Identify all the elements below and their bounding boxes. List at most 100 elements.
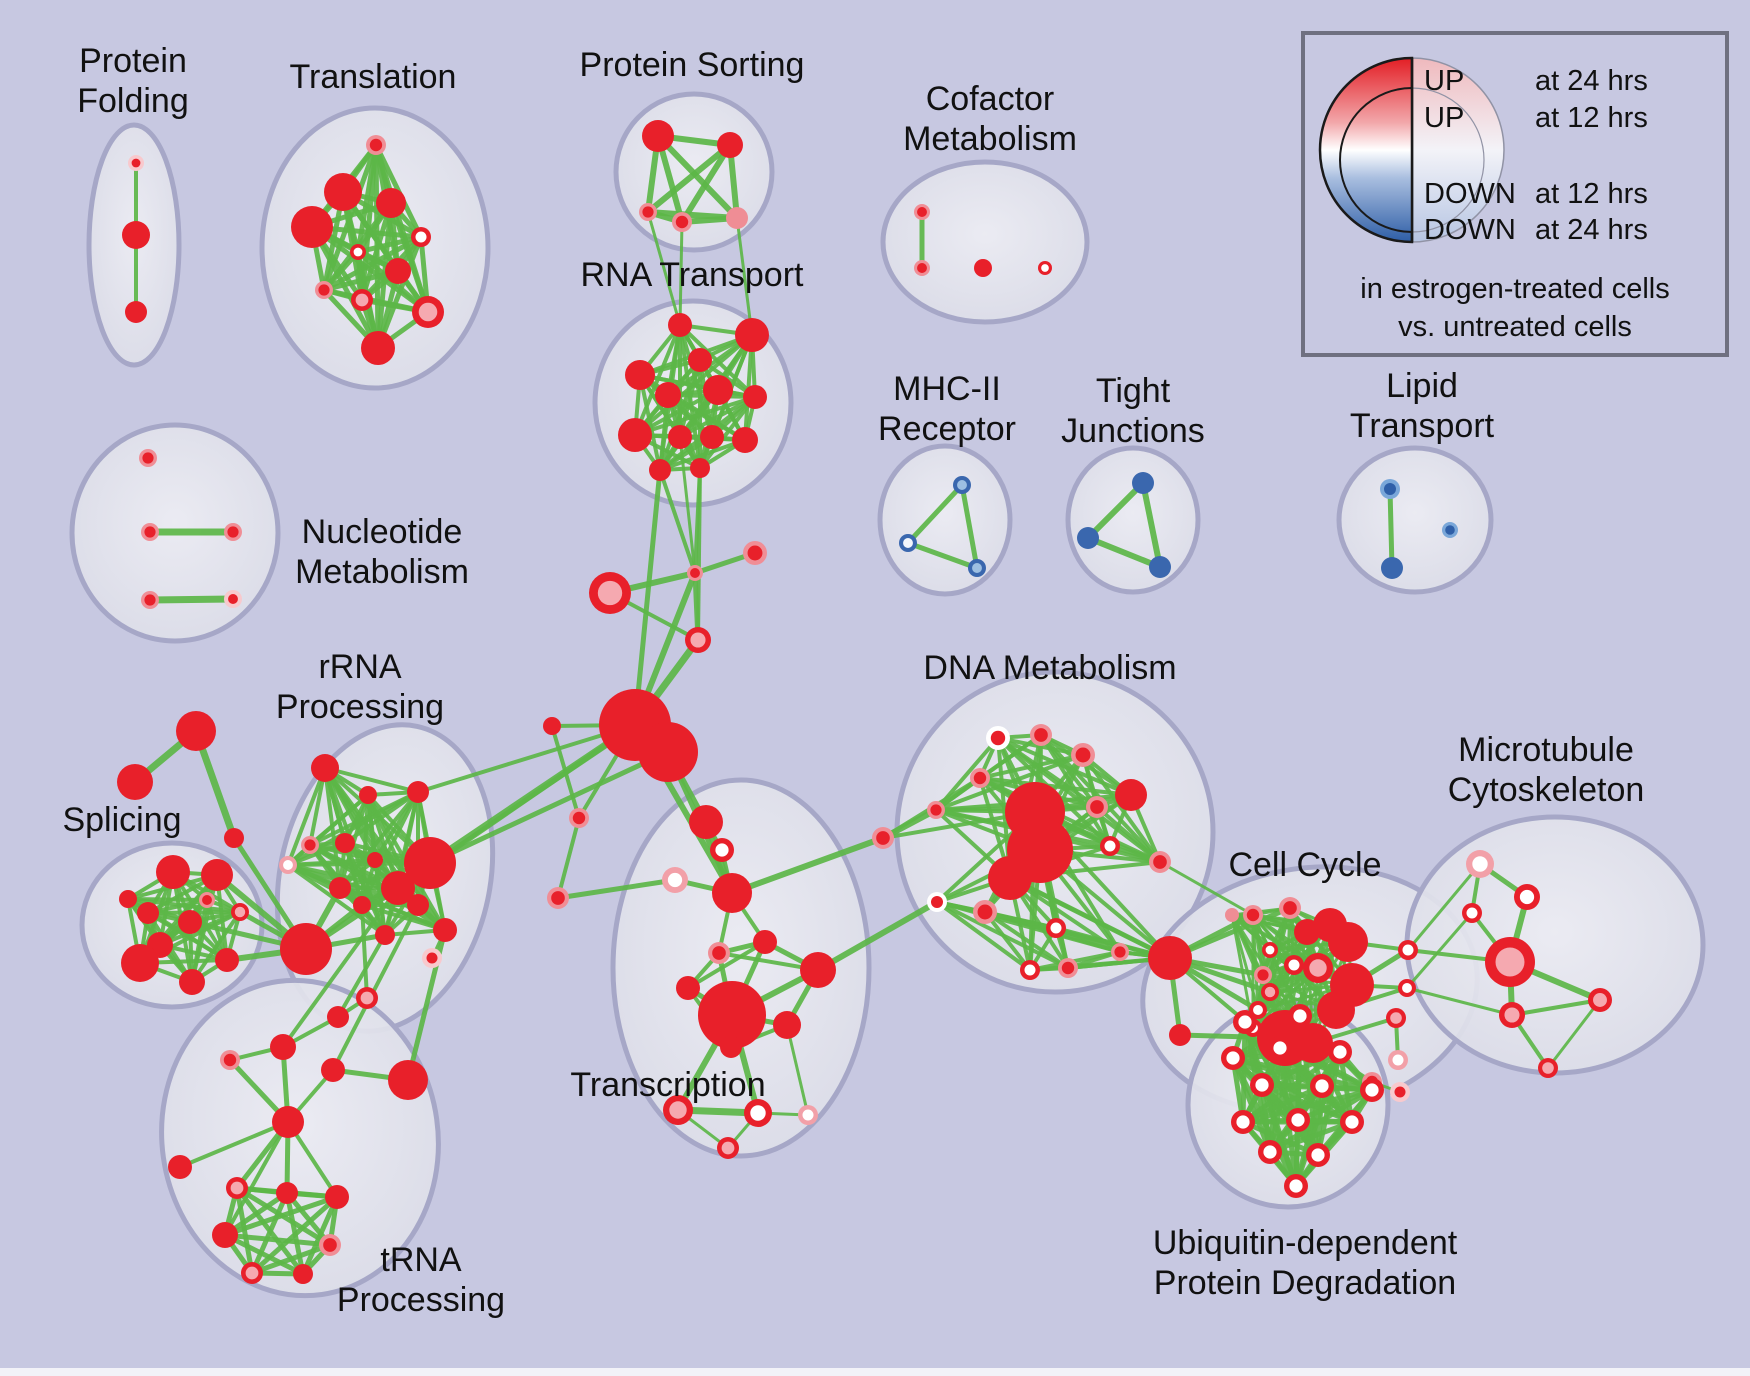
node-tl1[interactable] <box>366 135 386 155</box>
node-dn16[interactable] <box>1058 958 1078 978</box>
node-ub8[interactable] <box>1360 1078 1384 1102</box>
node-tx8[interactable] <box>676 976 700 1000</box>
node-trh4[interactable] <box>212 1222 238 1248</box>
node-dn4[interactable] <box>970 768 990 788</box>
node-cc3[interactable] <box>1225 908 1239 922</box>
node-rt8[interactable] <box>618 418 652 452</box>
node-rt6[interactable] <box>703 375 733 405</box>
node-trh3[interactable] <box>325 1185 349 1209</box>
node-ps5[interactable] <box>726 207 748 229</box>
node-mt7[interactable] <box>1538 1058 1558 1078</box>
node-hb5[interactable] <box>589 572 631 614</box>
node-rt12[interactable] <box>649 459 671 481</box>
node-tl9[interactable] <box>351 289 373 311</box>
node-rr4[interactable] <box>301 836 319 854</box>
node-pf2[interactable] <box>122 221 150 249</box>
node-dn14[interactable] <box>973 900 997 924</box>
node-rt11[interactable] <box>732 427 758 453</box>
node-dn10[interactable] <box>1115 779 1147 811</box>
node-tx9[interactable] <box>698 981 766 1049</box>
node-tx7[interactable] <box>800 952 836 988</box>
node-rt13[interactable] <box>690 458 710 478</box>
node-rr8[interactable] <box>404 837 456 889</box>
node-mh2[interactable] <box>899 534 917 552</box>
node-tx13[interactable] <box>744 1099 772 1127</box>
node-tj3[interactable] <box>1149 556 1171 578</box>
node-lt2[interactable] <box>1381 557 1403 579</box>
node-rr10[interactable] <box>329 877 351 899</box>
node-cc13[interactable] <box>1293 1023 1333 1063</box>
node-rt9[interactable] <box>668 425 692 449</box>
node-cc25[interactable] <box>1390 1082 1410 1102</box>
node-trh1[interactable] <box>226 1177 248 1199</box>
node-hb2[interactable] <box>638 722 698 782</box>
node-tl8[interactable] <box>315 281 333 299</box>
node-tr7[interactable] <box>327 1006 349 1028</box>
node-dn3[interactable] <box>1071 743 1095 767</box>
node-rr2[interactable] <box>359 786 377 804</box>
node-mt5[interactable] <box>1499 1002 1525 1028</box>
node-cc21[interactable] <box>1398 979 1416 997</box>
node-cc5[interactable] <box>1279 897 1301 919</box>
node-cc2[interactable] <box>1169 1024 1191 1046</box>
node-hb4[interactable] <box>569 808 589 828</box>
node-rt5[interactable] <box>655 382 681 408</box>
node-tl11[interactable] <box>361 331 395 365</box>
node-ps3[interactable] <box>639 203 657 221</box>
node-cchub[interactable] <box>1148 936 1192 980</box>
node-dn2[interactable] <box>1030 724 1052 746</box>
node-cf4[interactable] <box>1038 261 1052 275</box>
node-sp7[interactable] <box>121 944 159 982</box>
node-dn5[interactable] <box>927 801 945 819</box>
node-tx14[interactable] <box>798 1105 818 1125</box>
node-dn8[interactable] <box>988 856 1032 900</box>
node-ub11[interactable] <box>1340 1110 1364 1134</box>
node-trh5[interactable] <box>319 1234 341 1256</box>
node-lt1[interactable] <box>1380 479 1400 499</box>
node-nm3[interactable] <box>224 523 242 541</box>
node-dn9[interactable] <box>1086 796 1108 818</box>
node-tx2[interactable] <box>710 838 734 862</box>
node-hb3[interactable] <box>543 717 561 735</box>
node-lt3[interactable] <box>1442 522 1458 538</box>
node-tl3[interactable] <box>376 188 406 218</box>
node-cc20[interactable] <box>1398 940 1418 960</box>
node-tj1[interactable] <box>1132 472 1154 494</box>
node-tx6[interactable] <box>708 942 730 964</box>
node-cf3[interactable] <box>974 259 992 277</box>
node-dn18[interactable] <box>1111 943 1129 961</box>
node-sp9[interactable] <box>215 948 239 972</box>
node-rr9[interactable] <box>381 871 415 905</box>
node-rr6[interactable] <box>335 833 355 853</box>
node-mh3[interactable] <box>968 559 986 577</box>
node-nm1[interactable] <box>139 449 157 467</box>
node-ub5[interactable] <box>1328 1040 1352 1064</box>
node-sp2[interactable] <box>201 859 233 891</box>
node-sp5[interactable] <box>119 890 137 908</box>
node-rt1[interactable] <box>668 313 692 337</box>
node-ub9[interactable] <box>1231 1110 1255 1134</box>
node-dnc[interactable] <box>872 827 894 849</box>
node-rr5[interactable] <box>279 856 297 874</box>
node-rr13[interactable] <box>433 918 457 942</box>
node-ub3[interactable] <box>1221 1046 1245 1070</box>
node-hb8[interactable] <box>685 627 711 653</box>
node-dn1[interactable] <box>986 726 1010 750</box>
node-ub13[interactable] <box>1306 1143 1330 1167</box>
node-rt4[interactable] <box>625 360 655 390</box>
node-ub4[interactable] <box>1268 1036 1292 1060</box>
node-ub6[interactable] <box>1250 1073 1274 1097</box>
node-tx15[interactable] <box>717 1137 739 1159</box>
node-tl7[interactable] <box>385 258 411 284</box>
node-hb7[interactable] <box>743 541 767 565</box>
node-mt1[interactable] <box>1466 850 1494 878</box>
node-mt6[interactable] <box>1588 988 1612 1012</box>
node-ps2[interactable] <box>717 132 743 158</box>
node-tr5[interactable] <box>388 1060 428 1100</box>
node-tx5[interactable] <box>753 930 777 954</box>
node-dn15[interactable] <box>1046 918 1066 938</box>
node-mt4[interactable] <box>1485 937 1535 987</box>
node-tx4[interactable] <box>712 873 752 913</box>
node-sp1[interactable] <box>156 855 190 889</box>
node-cc15[interactable] <box>1254 966 1272 984</box>
